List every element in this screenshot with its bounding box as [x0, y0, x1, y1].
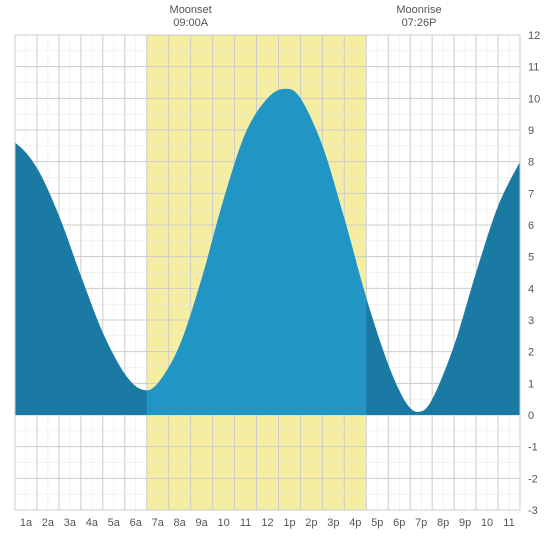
x-axis-label: 10	[481, 517, 493, 529]
x-axis-label: 2a	[42, 517, 55, 529]
x-axis-label: 3p	[327, 517, 339, 529]
x-axis-label: 2p	[305, 517, 317, 529]
y-axis-label: 12	[528, 30, 540, 42]
x-axis-label: 4a	[86, 517, 99, 529]
y-axis-label: 0	[528, 410, 534, 422]
y-axis-label: 11	[528, 62, 539, 74]
x-axis-label: 9a	[196, 517, 209, 529]
x-axis-label: 1p	[283, 517, 295, 529]
annotation-time: 09:00A	[161, 17, 221, 30]
y-axis-label: -1	[528, 442, 538, 454]
y-axis-label: 6	[528, 220, 534, 232]
y-axis-label: -3	[528, 505, 538, 517]
x-axis-label: 7p	[415, 517, 427, 529]
x-axis-label: 7a	[152, 517, 165, 529]
x-axis-label: 11	[503, 517, 514, 529]
x-axis-label: 3a	[64, 517, 77, 529]
x-axis-label: 8a	[174, 517, 187, 529]
x-axis-label: 1a	[20, 517, 33, 529]
y-axis-label: 7	[528, 188, 534, 200]
y-axis-label: 8	[528, 157, 534, 169]
moonset-annotation: Moonset09:00A	[161, 4, 221, 30]
y-axis-label: 9	[528, 125, 534, 137]
y-axis-label: 1	[528, 378, 534, 390]
annotation-label: Moonset	[161, 4, 221, 17]
y-axis-label: 3	[528, 315, 534, 327]
x-axis-label: 4p	[349, 517, 361, 529]
x-axis-label: 10	[217, 517, 229, 529]
annotation-label: Moonrise	[389, 4, 449, 17]
y-axis-label: 4	[528, 283, 534, 295]
y-axis-label: -2	[528, 473, 538, 485]
x-axis-label: 11	[240, 517, 251, 529]
x-axis-label: 5a	[108, 517, 121, 529]
x-axis-label: 6p	[393, 517, 405, 529]
moonrise-annotation: Moonrise07:26P	[389, 4, 449, 30]
x-axis-label: 12	[261, 517, 273, 529]
x-axis-label: 6a	[130, 517, 143, 529]
y-axis-label: 10	[528, 93, 540, 105]
y-axis-label: 5	[528, 252, 534, 264]
x-axis-label: 8p	[437, 517, 449, 529]
tide-chart: 1a2a3a4a5a6a7a8a9a1011121p2p3p4p5p6p7p8p…	[0, 0, 550, 550]
x-axis-label: 5p	[371, 517, 383, 529]
x-axis-label: 9p	[459, 517, 471, 529]
annotation-time: 07:26P	[389, 17, 449, 30]
y-axis-label: 2	[528, 347, 534, 359]
